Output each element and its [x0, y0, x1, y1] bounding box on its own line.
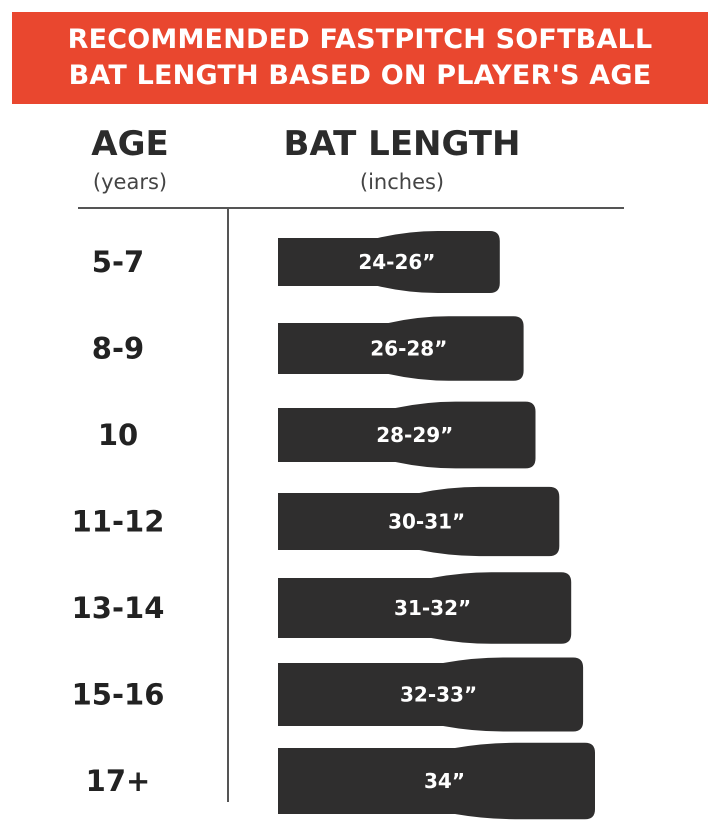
age-label-5-7: 5-7: [92, 245, 144, 279]
bat-13-14: 31-32” 13-14: [72, 572, 572, 644]
bat-bar-5-7: [278, 231, 500, 293]
age-label-11-12: 11-12: [72, 505, 165, 539]
title-banner: RECOMMENDED FASTPITCH SOFTBALL BAT LENGT…: [12, 12, 708, 104]
age-column-divider: [227, 208, 229, 802]
age-label-8-9: 8-9: [92, 332, 144, 366]
bat-length-label-15-16: 32-33”: [400, 683, 477, 707]
bat-bar-8-9: [278, 316, 524, 381]
bat-bar-17+: [278, 742, 595, 820]
bat-length-unit: (inches): [359, 170, 445, 194]
bat-bar-10: [278, 401, 536, 469]
bat-8-9: 26-28” 8-9: [92, 316, 524, 381]
bat-length-header: BAT LENGTH: [283, 124, 521, 164]
bat-bar-11-12: [278, 486, 560, 557]
bat-10: 28-29” 10: [98, 401, 536, 469]
age-label-15-16: 15-16: [72, 678, 165, 712]
bat-length-label-13-14: 31-32”: [394, 596, 471, 620]
bat-length-label-8-9: 26-28”: [370, 337, 447, 361]
bat-5-7: 24-26” 5-7: [92, 231, 500, 293]
age-label-17+: 17+: [86, 764, 151, 798]
bat-length-label-10: 28-29”: [376, 423, 453, 447]
bat-11-12: 30-31” 11-12: [72, 486, 560, 557]
age-label-10: 10: [98, 418, 138, 452]
bat-15-16: 32-33” 15-16: [72, 657, 584, 732]
bat-bar-15-16: [278, 657, 584, 732]
age-label-13-14: 13-14: [72, 591, 165, 625]
bat-length-label-11-12: 30-31”: [388, 510, 465, 534]
bat-length-label-17+: 34”: [424, 769, 465, 793]
age-unit: (years): [92, 170, 168, 194]
bat-17+: 34” 17+: [86, 742, 595, 820]
title-line-1: RECOMMENDED FASTPITCH SOFTBALL: [67, 24, 653, 55]
age-header: AGE: [91, 124, 169, 164]
header-divider: [78, 207, 624, 209]
bat-bar-13-14: [278, 572, 572, 644]
bat-length-label-5-7: 24-26”: [358, 250, 435, 274]
title-line-2: BAT LENGTH BASED ON PLAYER'S AGE: [68, 60, 652, 91]
